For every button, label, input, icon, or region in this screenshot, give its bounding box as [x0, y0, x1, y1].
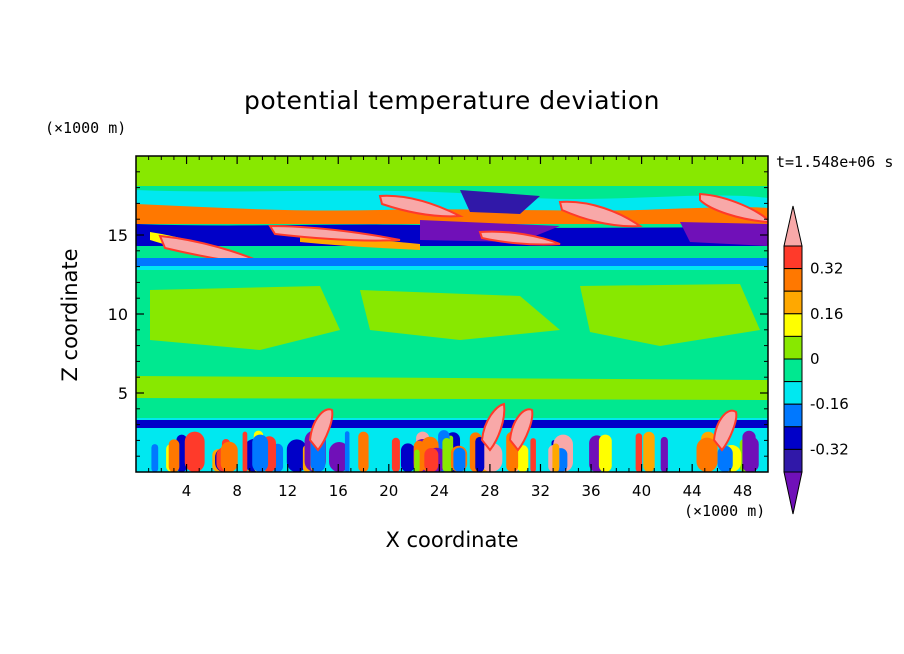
lower-cell	[643, 431, 655, 472]
field-green-patch-1	[150, 286, 340, 350]
colorbar-segment	[783, 358, 803, 383]
lower-cell	[344, 431, 350, 472]
x-tick-label: 28	[480, 482, 499, 500]
colorbar-segment	[783, 381, 803, 405]
colorbar-segment	[783, 245, 803, 270]
colorbar-segment	[783, 313, 803, 337]
lower-cell	[635, 433, 643, 472]
y-axis-ticks: 5 10 15	[108, 171, 768, 457]
lower-cell	[743, 436, 759, 472]
y-axis-unit: (×1000 m)	[45, 119, 127, 137]
time-label: t=1.548e+06 s	[776, 153, 894, 171]
lower-cell	[552, 443, 560, 472]
x-tick-label: 20	[379, 482, 398, 500]
lower-cell	[358, 431, 369, 472]
x-tick-label: 16	[329, 482, 348, 500]
lower-pink-plume	[480, 402, 506, 452]
colorbar-top-triangle	[783, 205, 803, 247]
lower-cell	[400, 443, 415, 472]
x-tick-label: 44	[683, 482, 702, 500]
lower-cell	[151, 444, 159, 472]
colorbar-label: -0.16	[810, 395, 849, 413]
x-tick-label: 40	[632, 482, 651, 500]
x-tick-label: 48	[733, 482, 752, 500]
x-tick-label: 12	[278, 482, 297, 500]
field-top-band	[136, 156, 768, 186]
field-pink-max-3	[378, 194, 464, 218]
lower-cell	[480, 442, 503, 472]
colorbar-label: -0.32	[810, 440, 849, 458]
x-tick-label: 32	[531, 482, 550, 500]
field-cyan-thin-band	[136, 266, 768, 270]
lower-pink-plume	[712, 409, 738, 452]
field-pink-max-6	[478, 230, 561, 246]
field-purple-cell-2	[680, 222, 768, 246]
field-green-patch-2	[360, 290, 560, 340]
lower-cell	[242, 431, 248, 472]
x-tick-label: 8	[232, 482, 242, 500]
colorbar-segment	[783, 290, 803, 315]
field-green-patch-3	[580, 284, 760, 346]
colorbar-segment	[783, 335, 803, 360]
lower-cell	[329, 441, 350, 472]
x-axis-unit: (×1000 m)	[684, 502, 766, 520]
field-pink-max-4	[558, 200, 643, 228]
colorbar-segment	[783, 268, 803, 292]
chart-title: potential temperature deviation	[244, 86, 660, 115]
colorbar-segment	[783, 448, 803, 473]
colorbar-label: 0.16	[810, 305, 843, 323]
lower-cell	[517, 445, 529, 472]
lower-cell	[168, 439, 180, 472]
field-green-band-low	[136, 376, 768, 400]
x-tick-label: 36	[581, 482, 600, 500]
lower-cell	[442, 438, 451, 472]
lower-cell	[717, 445, 733, 472]
y-tick-label: 5	[118, 384, 128, 403]
x-tick-label: 4	[182, 482, 192, 500]
x-axis-label: X coordinate	[385, 528, 519, 552]
x-tick-label: 24	[430, 482, 449, 500]
lower-cell	[598, 434, 612, 472]
y-tick-label: 15	[108, 226, 128, 245]
field-lower-blue-line	[136, 420, 768, 428]
lower-cell	[530, 438, 536, 472]
lower-cell	[414, 449, 420, 472]
colorbar-label: 0.32	[810, 260, 843, 278]
field-cyan-band	[136, 190, 768, 214]
contour-field	[136, 156, 768, 472]
field-purple-cell-3	[460, 190, 540, 214]
lower-cell	[184, 431, 205, 472]
lower-cell	[424, 448, 439, 472]
field-pink-max-2	[268, 224, 401, 242]
lower-cell	[220, 441, 238, 472]
lower-cell	[252, 434, 269, 472]
lower-cell	[286, 439, 307, 472]
lower-cell	[391, 437, 400, 472]
lower-cell	[660, 436, 668, 472]
y-tick-label: 10	[108, 305, 128, 324]
field-blue-thin-band	[136, 258, 768, 267]
colorbar-bottom-triangle	[783, 471, 803, 515]
x-axis-ticks: 4 8 12 16 20 24 28 32 36 40 44 48	[148, 156, 756, 500]
lower-pink-plume	[508, 408, 534, 452]
lower-cell	[696, 437, 718, 472]
colorbar-segment	[783, 403, 803, 428]
colorbar: 0.32 0.16 0 -0.16 -0.32	[783, 205, 849, 515]
colorbar-label: 0	[810, 350, 820, 368]
lower-pink-plume	[308, 408, 334, 452]
field-pink-max-5	[699, 192, 768, 224]
lower-cell	[475, 436, 485, 472]
lower-turbulent-cells	[151, 402, 759, 472]
colorbar-segment	[783, 426, 803, 450]
lower-cell	[453, 447, 466, 472]
